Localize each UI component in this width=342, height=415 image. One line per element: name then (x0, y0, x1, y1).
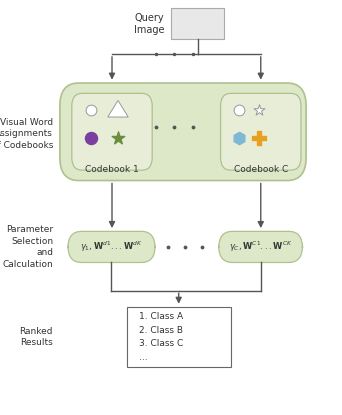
Text: Codebook 1: Codebook 1 (85, 165, 139, 174)
Text: Codebook C: Codebook C (234, 165, 288, 174)
Point (256, 134, 262, 141)
FancyBboxPatch shape (127, 307, 231, 367)
Text: Visual Word
Assignments
of Codebooks: Visual Word Assignments of Codebooks (0, 118, 53, 149)
Point (88, 134, 93, 141)
Text: $\gamma_1, \mathbf{W}^{d1}...\mathbf{W}^{dK}$: $\gamma_1, \mathbf{W}^{d1}...\mathbf{W}^… (80, 240, 143, 254)
Point (236, 134, 241, 141)
Polygon shape (108, 100, 128, 117)
FancyBboxPatch shape (219, 231, 302, 262)
Text: Ranked
Results: Ranked Results (19, 327, 53, 347)
FancyBboxPatch shape (68, 231, 155, 262)
Text: $\gamma_C, \mathbf{W}^{C1}...\mathbf{W}^{CK}$: $\gamma_C, \mathbf{W}^{C1}...\mathbf{W}^… (229, 240, 292, 254)
Point (88, 107, 93, 113)
Text: Query
Image: Query Image (134, 13, 164, 35)
FancyBboxPatch shape (171, 8, 224, 39)
FancyBboxPatch shape (60, 83, 306, 181)
Text: 1. Class A
2. Class B
3. Class C
...: 1. Class A 2. Class B 3. Class C ... (139, 312, 183, 362)
Text: Parameter
Selection
and
Calculation: Parameter Selection and Calculation (2, 225, 53, 269)
Point (115, 134, 121, 141)
FancyBboxPatch shape (221, 93, 301, 170)
Point (236, 107, 241, 113)
Point (256, 107, 262, 113)
FancyBboxPatch shape (72, 93, 152, 170)
